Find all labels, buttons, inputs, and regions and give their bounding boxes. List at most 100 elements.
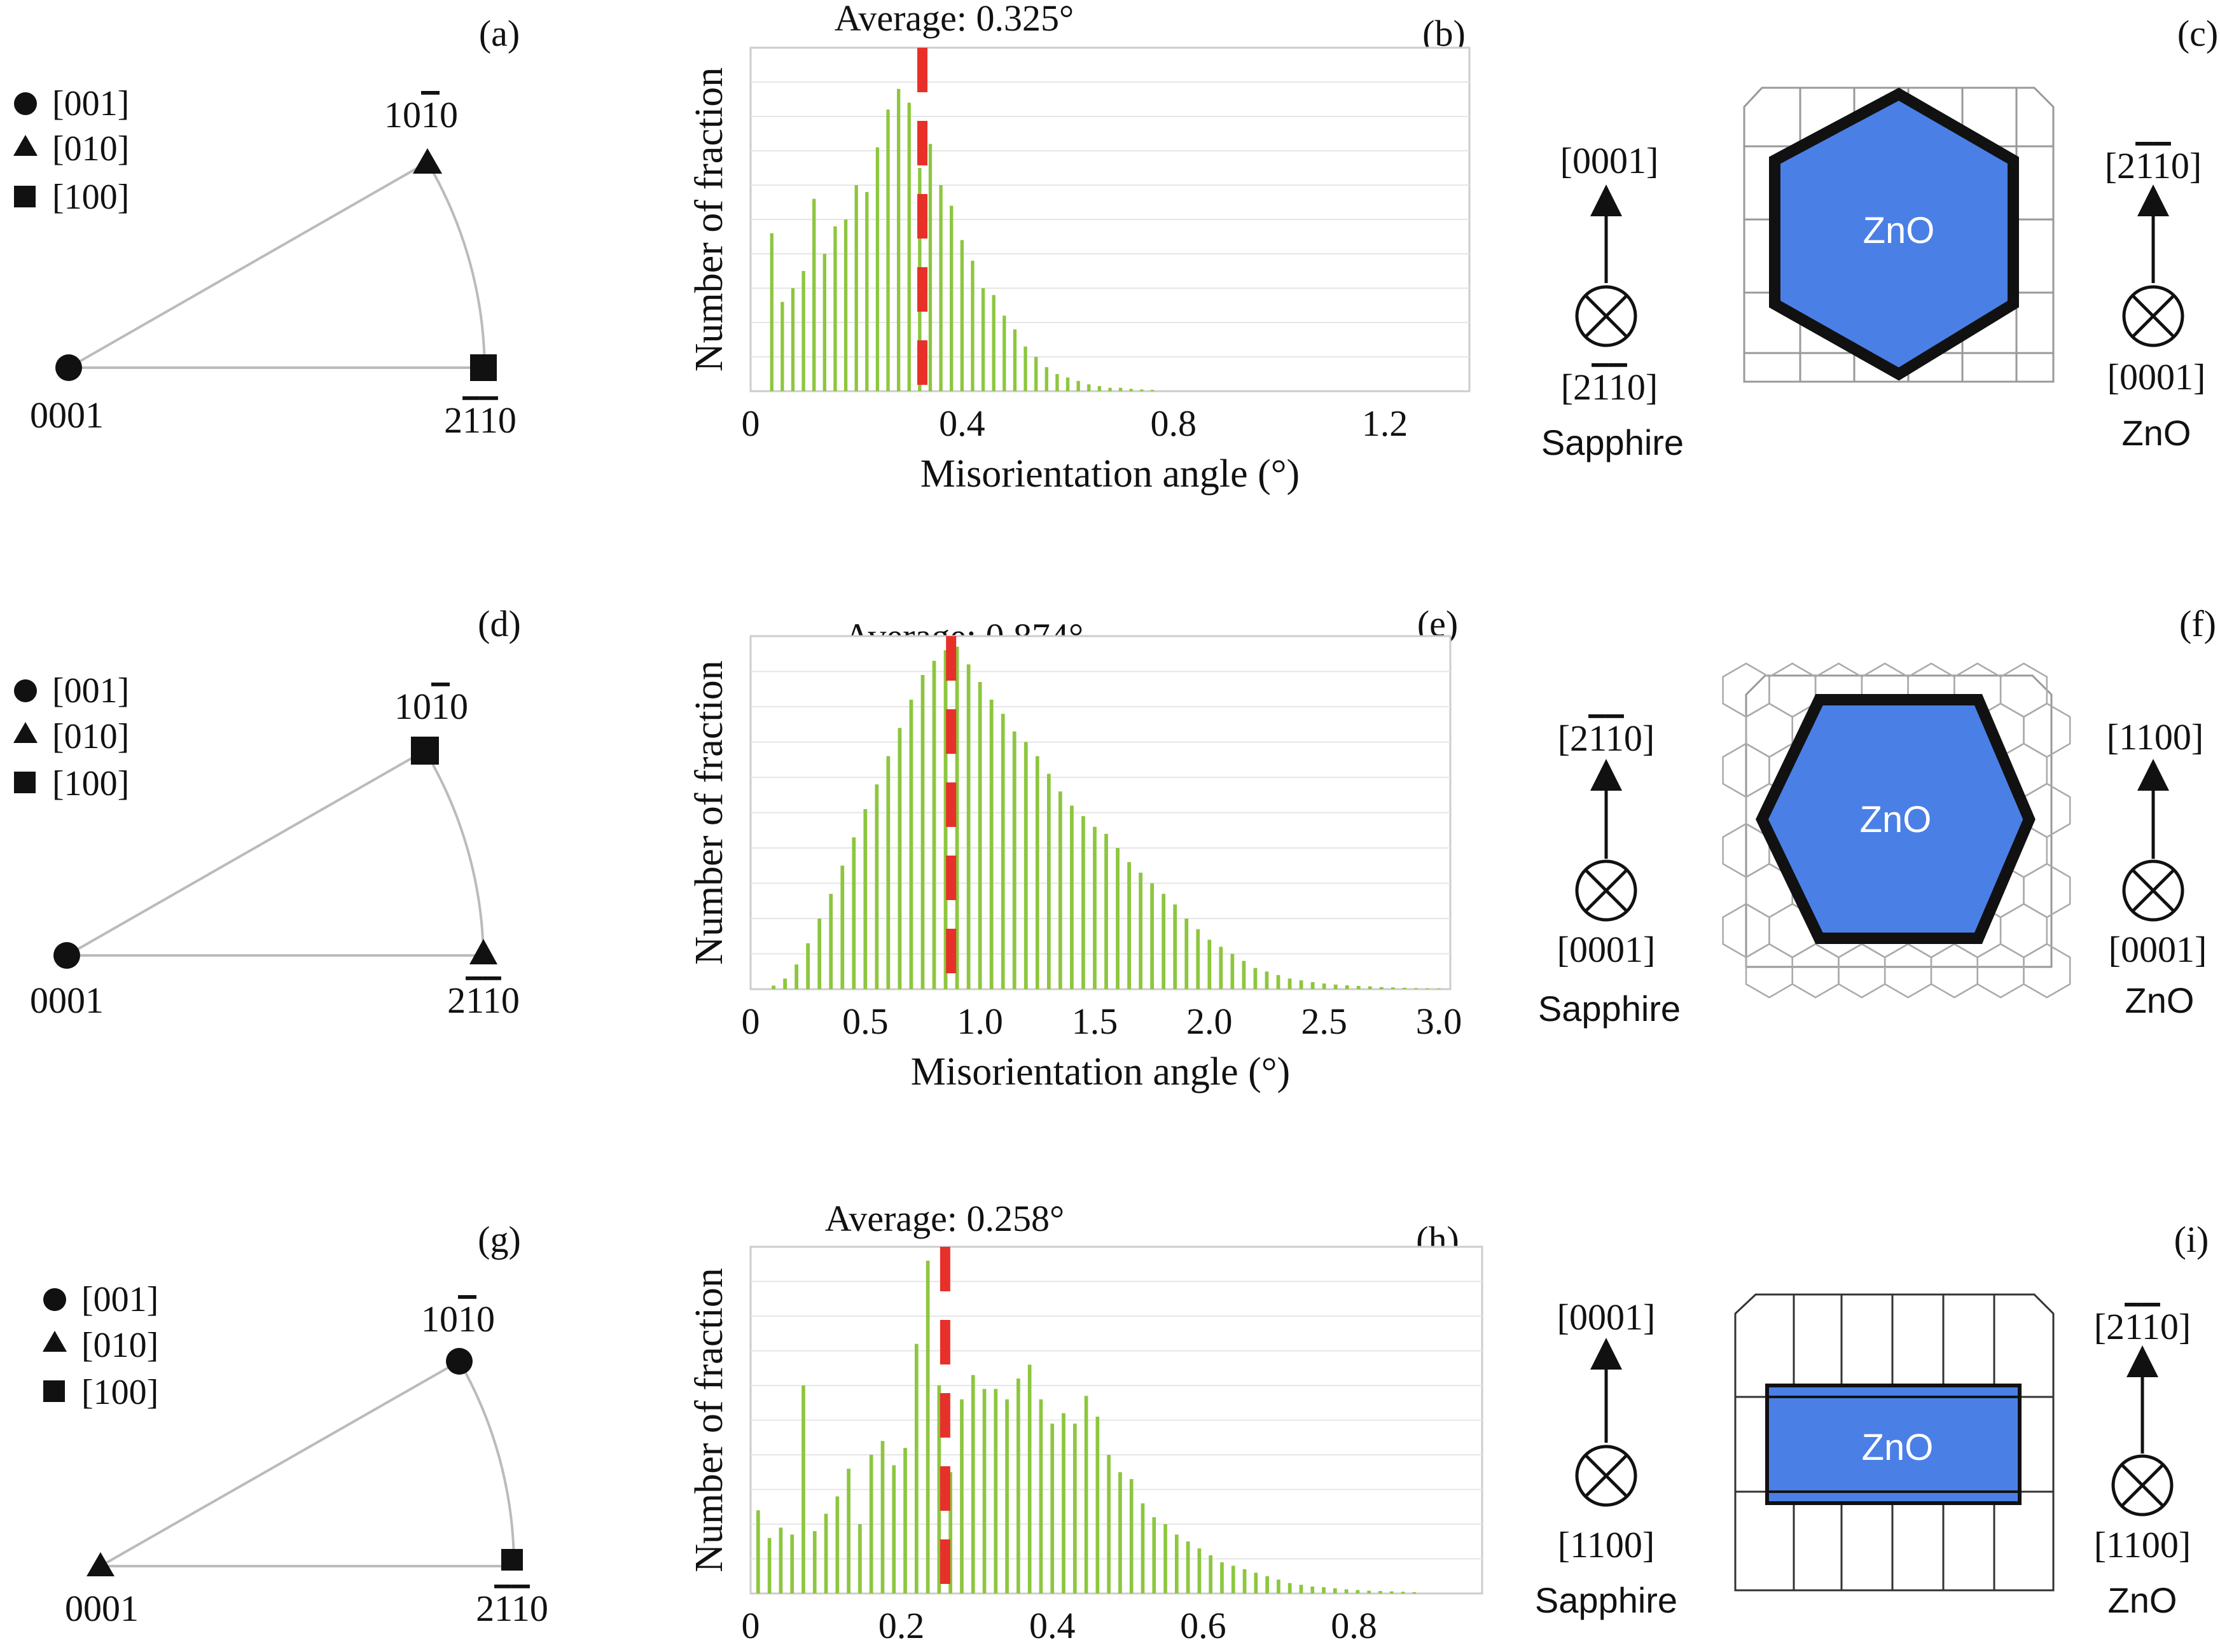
sapphire-label: Sapphire	[1538, 989, 1681, 1029]
histogram-bar	[756, 1510, 760, 1593]
histogram-bar	[1097, 385, 1102, 391]
marker-top-triangle	[413, 148, 442, 174]
out-of-plane-icon	[2111, 1454, 2174, 1517]
panel-label-i: (i)	[2174, 1219, 2209, 1260]
histogram-bar	[909, 699, 913, 989]
legend-label-010: [010]	[81, 1326, 158, 1365]
histogram-bar	[1046, 774, 1051, 989]
legend: [001] [010] [100]	[43, 1280, 158, 1412]
histogram-bar	[833, 226, 837, 391]
histogram-bar	[955, 646, 959, 989]
histogram-bar	[1163, 1524, 1167, 1593]
histogram-bar	[1402, 987, 1406, 989]
histogram-bar	[886, 756, 891, 989]
histogram-bar	[835, 1496, 840, 1593]
sapphire-out-direction: [0001]	[1557, 929, 1656, 970]
marker-top-square	[411, 737, 439, 765]
histogram-bar	[1093, 826, 1097, 989]
chart-e: (e) Average: 0.874° 00.51.01.52.02.53.0M…	[688, 603, 1462, 1093]
histogram-bar	[812, 198, 816, 391]
stereographic-triangle	[100, 1360, 515, 1567]
zno-crystal-label: ZnO	[1863, 210, 1935, 251]
histogram-bar	[824, 1513, 828, 1593]
histogram-bar	[1299, 1585, 1303, 1593]
corner-label-top: 1010	[384, 94, 458, 135]
histogram-bar	[1401, 1592, 1405, 1593]
legend: [001] [010] [100]	[13, 84, 129, 217]
histogram-bar	[806, 943, 810, 989]
histogram-bar	[1277, 1579, 1280, 1593]
histogram-bar	[992, 295, 996, 391]
corner-label-top: 1010	[394, 686, 468, 727]
histogram-bar	[1356, 1590, 1360, 1593]
histogram-bar	[1299, 980, 1303, 989]
x-tick-label: 0.4	[939, 403, 985, 444]
zno-axis-label: ZnO	[2122, 413, 2191, 453]
histogram-bar	[1152, 1517, 1156, 1593]
histogram-bar	[1322, 983, 1326, 989]
histogram-bar	[843, 219, 848, 391]
histogram-bar	[1287, 978, 1292, 989]
histogram-bar	[886, 109, 890, 391]
stereographic-triangle	[66, 749, 485, 957]
histogram-bar	[1058, 791, 1062, 989]
histogram-bar	[1230, 954, 1235, 989]
histogram-bar	[981, 288, 985, 391]
histogram-bar	[892, 1465, 896, 1593]
histogram-bar	[1035, 756, 1039, 989]
histogram-bar	[1050, 1423, 1055, 1593]
sapphire-up-direction: [0001]	[1557, 1296, 1656, 1338]
legend-label-001: [001]	[81, 1280, 158, 1319]
histogram-bar	[926, 1260, 930, 1593]
histogram-bar	[1219, 947, 1223, 989]
histogram-bar	[1242, 1569, 1247, 1593]
histogram-bar	[1389, 1591, 1394, 1593]
circle-marker-icon	[14, 92, 37, 115]
histogram-bar	[1023, 742, 1028, 989]
square-marker-icon	[14, 186, 36, 207]
histogram-bar	[1072, 1423, 1077, 1593]
x-tick-label: 0	[742, 1605, 760, 1646]
histogram-bar	[1276, 975, 1280, 989]
sapphire-up-direction: [0001]	[1560, 140, 1659, 181]
histogram-bar	[1322, 1587, 1326, 1593]
marker-top-circle	[446, 1348, 473, 1375]
histogram-bar	[858, 1524, 862, 1593]
stereographic-triangle	[68, 161, 486, 369]
histogram-bar	[1141, 1503, 1145, 1593]
legend-label-010: [010]	[52, 717, 129, 756]
histogram-bar	[1197, 1548, 1202, 1593]
histogram-bar	[875, 784, 879, 989]
histogram-bar	[1118, 387, 1123, 391]
histogram-bar	[1070, 805, 1074, 989]
histogram-bar	[1368, 986, 1372, 989]
panel-label-f: (f)	[2179, 603, 2216, 644]
histogram-bar	[1367, 1590, 1371, 1593]
histogram-bar	[1173, 904, 1177, 989]
zno-out-direction: [1100]	[2094, 1524, 2191, 1565]
histogram-bar	[960, 1399, 964, 1593]
histogram-bar	[1107, 1455, 1111, 1593]
histogram-bar	[770, 233, 774, 391]
histogram-bar	[903, 1448, 907, 1593]
histogram-bar	[1012, 731, 1016, 989]
x-tick-label: 0.8	[1150, 403, 1197, 444]
histogram-bar	[794, 964, 799, 989]
histogram-bar	[943, 650, 948, 989]
out-of-plane-icon	[2122, 859, 2184, 922]
histogram-bar	[1356, 986, 1361, 989]
histogram-bar	[1108, 387, 1112, 391]
corner-label-right: 2110	[444, 399, 517, 441]
legend-label-100: [100]	[52, 764, 129, 803]
histogram-bar	[1162, 894, 1166, 989]
out-of-plane-icon	[1575, 285, 1637, 347]
histogram-bar	[937, 1385, 941, 1593]
histogram-bar	[865, 191, 869, 391]
marker-origin-circle	[53, 942, 80, 969]
histogram-bar	[896, 88, 901, 392]
histogram-bar	[1344, 1589, 1349, 1593]
histogram-bar	[1013, 329, 1017, 391]
pole-figure-a: (a) [001] [010] [100] 0001 1010 2110	[13, 13, 520, 441]
histogram-bar	[1310, 982, 1315, 989]
histogram-bar	[1378, 1591, 1382, 1593]
